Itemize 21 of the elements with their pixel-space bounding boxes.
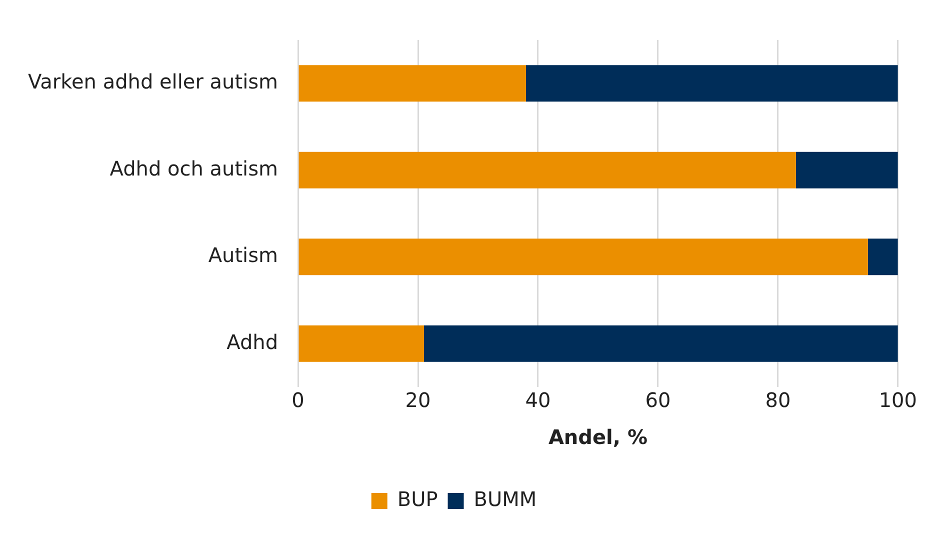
x-tick-label: 100 <box>878 388 918 412</box>
bar <box>298 65 526 102</box>
legend-label: BUP <box>397 487 438 512</box>
y-tick-label: Autism <box>208 243 278 268</box>
x-tick-label: 20 <box>405 388 431 412</box>
y-tick-label: Adhd och autism <box>110 156 278 180</box>
bar <box>298 238 868 276</box>
y-tick-label: Varken adhd eller autism <box>28 70 278 94</box>
x-tick-label: 60 <box>645 388 671 412</box>
bar <box>526 65 898 102</box>
x-axis-title: Andel, % <box>548 425 648 450</box>
bar <box>298 325 424 362</box>
legend-label: BUMM <box>474 487 537 512</box>
bar <box>424 325 898 362</box>
bar <box>868 238 898 276</box>
bar <box>298 152 796 188</box>
bar <box>796 152 898 188</box>
x-tick-label: 80 <box>765 388 791 412</box>
x-tick-label: 40 <box>525 388 551 412</box>
x-tick-label: 0 <box>292 388 304 412</box>
y-tick-label: Adhd <box>226 330 278 354</box>
